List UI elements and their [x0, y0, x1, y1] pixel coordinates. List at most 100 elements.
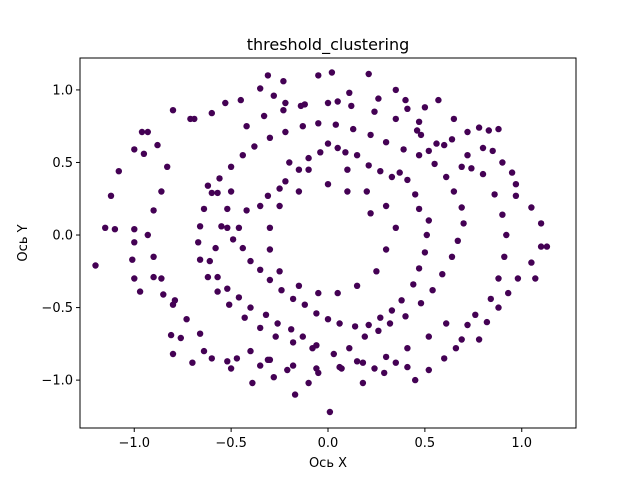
data-point: [443, 320, 450, 327]
data-point: [243, 123, 250, 130]
data-point: [204, 273, 212, 281]
data-point: [413, 127, 421, 134]
data-point: [229, 236, 237, 243]
data-point: [402, 313, 409, 320]
data-point: [344, 166, 351, 173]
data-point: [150, 273, 157, 281]
points-layer: [92, 69, 551, 416]
data-point: [241, 314, 248, 321]
data-point: [206, 257, 213, 265]
y-tick-label: −0.5: [41, 301, 73, 316]
data-point: [286, 159, 293, 166]
data-point: [324, 140, 332, 147]
data-point: [353, 282, 361, 289]
data-point: [532, 275, 539, 282]
data-point: [295, 166, 303, 173]
data-point: [150, 253, 157, 260]
data-point: [301, 101, 308, 108]
data-point: [289, 295, 297, 303]
data-point: [475, 124, 483, 131]
data-point: [363, 188, 370, 195]
data-point: [272, 333, 279, 340]
data-point: [235, 294, 243, 301]
data-point: [282, 99, 289, 107]
data-point: [208, 355, 215, 362]
data-point: [491, 191, 498, 198]
data-point: [392, 115, 399, 123]
data-point: [196, 223, 204, 230]
data-point: [543, 243, 551, 250]
data-point: [189, 359, 196, 366]
data-point: [266, 134, 274, 141]
data-point: [214, 189, 221, 197]
data-point: [415, 205, 423, 213]
x-tick-label: 1.0: [511, 436, 532, 451]
data-point: [315, 72, 322, 79]
data-point: [131, 146, 138, 153]
data-point: [257, 85, 264, 92]
data-point: [266, 224, 274, 231]
data-point: [136, 288, 144, 295]
data-point: [257, 202, 264, 210]
data-point: [334, 144, 341, 152]
data-point: [144, 128, 151, 136]
data-point: [214, 288, 221, 295]
data-point: [392, 86, 399, 94]
data-point: [239, 152, 246, 159]
data-point: [138, 128, 146, 136]
y-axis-label: Ось Y: [16, 224, 31, 261]
data-point: [412, 191, 419, 198]
data-point: [330, 350, 337, 358]
data-point: [131, 239, 138, 246]
data-point: [537, 220, 545, 227]
data-point: [361, 333, 368, 340]
data-point: [392, 359, 399, 366]
data-point: [266, 276, 274, 284]
data-point: [224, 358, 231, 365]
data-point: [129, 256, 136, 263]
data-point: [177, 334, 184, 342]
data-point: [425, 147, 432, 155]
data-point: [398, 297, 405, 304]
data-point: [505, 289, 512, 297]
data-point: [342, 149, 349, 156]
data-point: [224, 224, 231, 231]
data-point: [433, 140, 440, 147]
data-point: [336, 320, 343, 327]
data-point: [353, 152, 361, 159]
data-point: [346, 345, 353, 352]
data-point: [247, 347, 254, 355]
data-point: [468, 165, 475, 172]
data-point: [475, 336, 483, 343]
data-point: [328, 69, 336, 76]
data-point: [450, 115, 458, 123]
data-point: [359, 359, 367, 366]
data-point: [386, 320, 394, 327]
data-point: [425, 366, 432, 374]
data-point: [282, 128, 289, 136]
data-point: [326, 408, 334, 416]
data-point: [111, 226, 119, 233]
data-point: [351, 323, 359, 330]
data-point: [270, 374, 277, 381]
data-point: [171, 297, 179, 304]
data-point: [464, 321, 471, 329]
data-point: [224, 285, 231, 292]
data-point: [334, 289, 341, 297]
data-point: [208, 109, 215, 117]
data-point: [301, 301, 308, 308]
data-point: [243, 207, 250, 214]
data-point: [140, 150, 148, 157]
data-point: [332, 121, 339, 128]
data-point: [441, 355, 448, 362]
data-point: [381, 369, 388, 377]
data-point: [227, 188, 235, 195]
data-point: [276, 185, 283, 192]
data-point: [396, 169, 403, 176]
data-point: [412, 376, 419, 384]
data-point: [160, 291, 167, 298]
data-point: [495, 304, 502, 311]
data-point: [282, 178, 289, 185]
data-point: [392, 224, 399, 231]
data-point: [439, 271, 446, 278]
